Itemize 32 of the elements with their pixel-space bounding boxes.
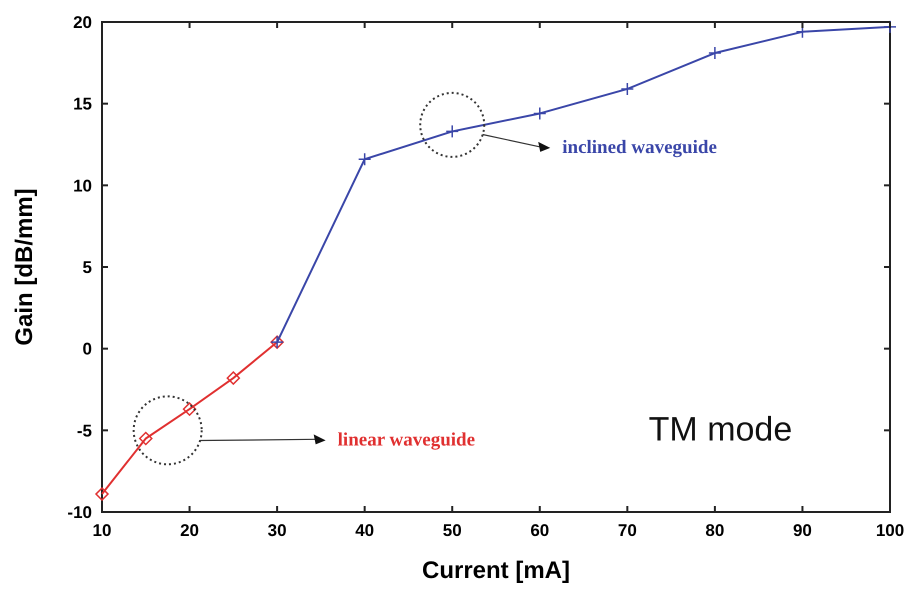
x-tick-label: 100 <box>876 521 904 540</box>
x-tick-label: 30 <box>268 521 287 540</box>
point <box>533 106 547 120</box>
y-tick-label: 0 <box>82 340 92 359</box>
y-axis-title: Gain [dB/mm] <box>11 188 38 346</box>
y-tick-label: 10 <box>73 176 92 196</box>
x-tick-label: 50 <box>442 521 462 540</box>
x-tick-label: 80 <box>705 521 724 540</box>
x-tick-label: 20 <box>180 521 200 540</box>
y-tick-label: -5 <box>76 421 92 440</box>
y-tick-label: -10 <box>67 502 92 522</box>
x-axis-title: Current [mA] <box>422 557 570 584</box>
point <box>358 152 372 166</box>
text: linear waveguide <box>338 429 476 450</box>
series-label: inclined waveguide <box>562 136 717 158</box>
point <box>95 487 109 501</box>
y-tick-label: 5 <box>82 258 92 277</box>
y-tick-label: 20 <box>73 12 92 32</box>
annotation: TM mode <box>648 410 792 448</box>
x-tick-label: 70 <box>618 521 637 540</box>
point <box>620 82 634 96</box>
y-tick-label: 15 <box>73 94 92 114</box>
x-tick-label: 90 <box>792 521 812 540</box>
point <box>226 371 240 385</box>
x-tick-label: 60 <box>530 521 550 540</box>
x-tick-label: 40 <box>355 521 374 540</box>
point <box>796 25 810 39</box>
point <box>139 432 153 446</box>
point <box>182 402 196 416</box>
point <box>445 124 459 138</box>
point <box>708 46 722 60</box>
point <box>883 20 897 34</box>
